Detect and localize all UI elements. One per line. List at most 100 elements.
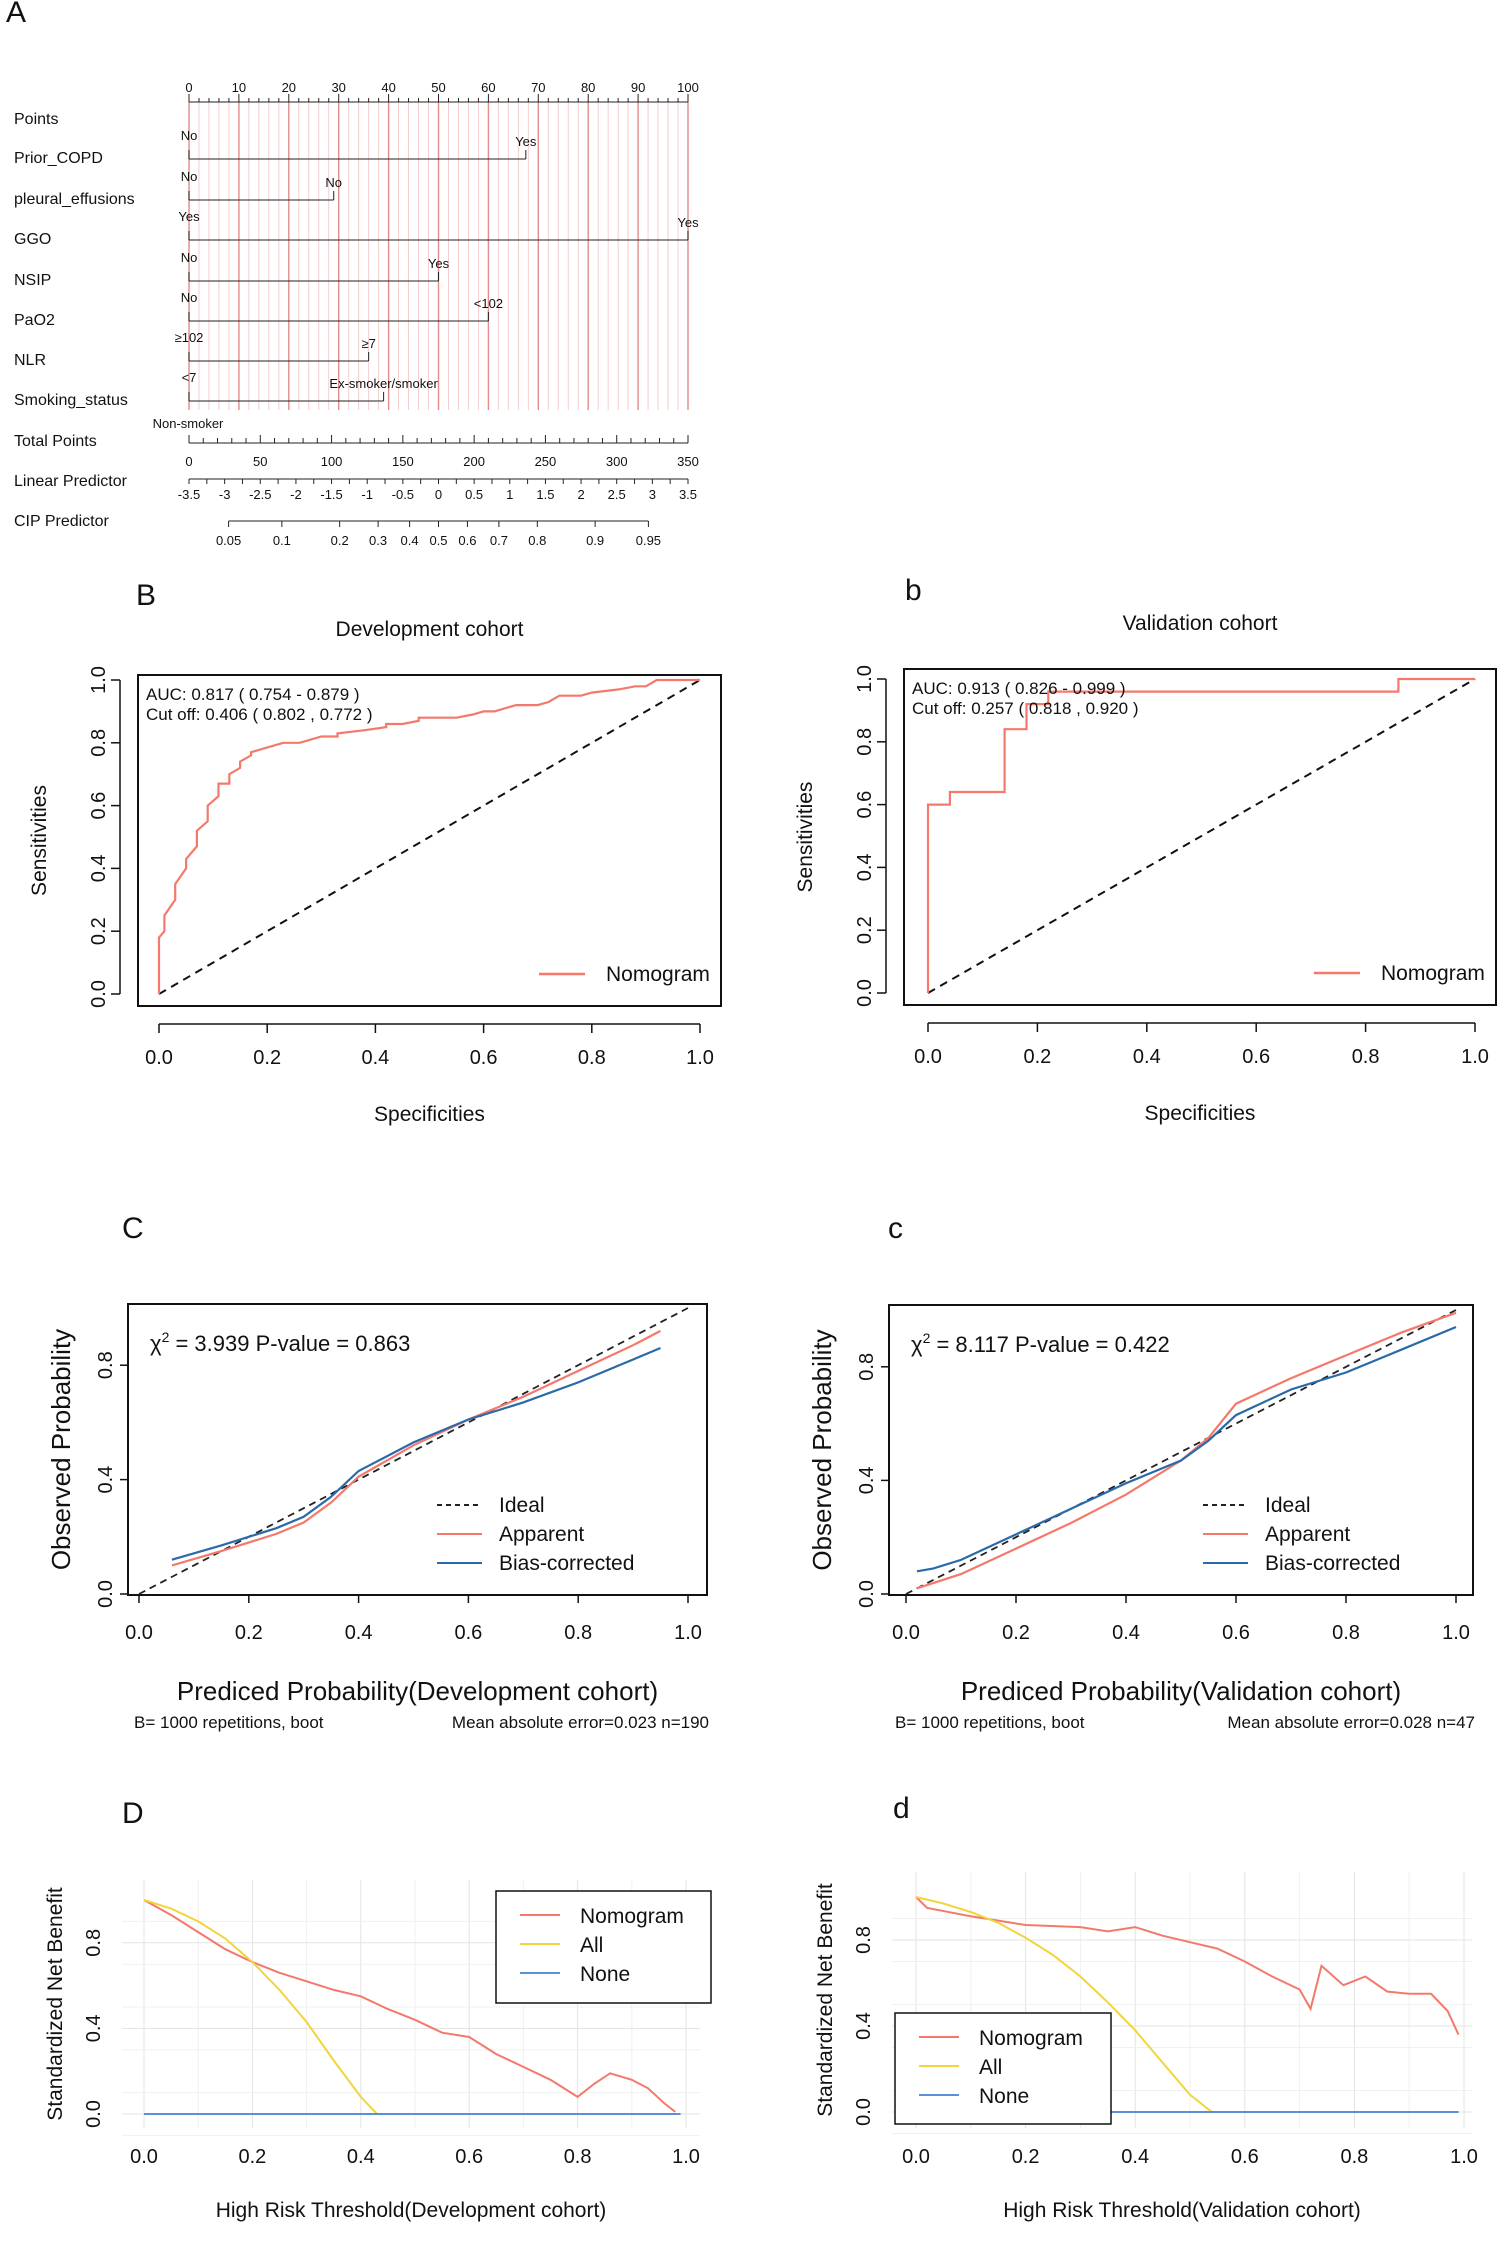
x-tick-label: 0.0 <box>914 1046 942 1068</box>
cip-tick-label: 0.6 <box>458 533 476 548</box>
legend-label-ideal: Ideal <box>499 1494 545 1517</box>
y-tick-label: 0.8 <box>95 1351 117 1379</box>
stat-text: χ2 = 8.117 P-value = 0.422 <box>911 1330 1170 1357</box>
roc-panel-B: Development cohort Specificities Sensitivi… <box>28 618 722 1126</box>
total-tick-label: 100 <box>321 454 343 469</box>
lp-tick-label: 1 <box>506 487 513 502</box>
roc-curve-nomogram <box>926 677 1475 993</box>
stat-rest: = 8.117 P-value = 0.422 <box>930 1332 1169 1357</box>
scale-label-nlr: NLR <box>14 352 46 369</box>
points-tick-label: 50 <box>431 80 445 95</box>
points-tick-label: 20 <box>282 80 296 95</box>
scale-label-cip-predictor: CIP Predictor <box>14 513 110 530</box>
legend-label-nomogram: Nomogram <box>1381 962 1485 985</box>
x-tick-label: 0.4 <box>361 1047 389 1069</box>
x-tick-label: 0.0 <box>145 1047 173 1069</box>
x-tick-label: 0.8 <box>1340 2146 1368 2168</box>
chart-title: Validation cohort <box>1123 612 1278 635</box>
total-tick-label: 250 <box>535 454 557 469</box>
x-tick-label: 0.4 <box>1112 1622 1140 1644</box>
y-tick-label: 0.6 <box>854 791 876 819</box>
y-tick-label: 0.4 <box>83 2014 105 2042</box>
x-tick-label: 1.0 <box>686 1047 714 1069</box>
y-tick-label: 0.8 <box>854 728 876 756</box>
x-tick-label: 0.0 <box>902 2146 930 2168</box>
x-axis-label: High Risk Threshold(Validation cohort) <box>1003 2199 1361 2222</box>
x-tick-label: 0.8 <box>564 2146 592 2168</box>
footer-repetitions: B= 1000 repetitions, boot <box>134 1713 324 1732</box>
y-tick-label: 0.8 <box>853 1926 875 1954</box>
cip-tick-label: 0.7 <box>490 533 508 548</box>
x-tick-label: 0.2 <box>253 1047 281 1069</box>
x-tick-label: 0.0 <box>892 1622 920 1644</box>
y-axis-label: Sensitivities <box>28 785 51 896</box>
legend-label-all: All <box>979 2056 1002 2079</box>
y-tick-label: 0.0 <box>88 980 110 1008</box>
x-tick-label: 0.4 <box>1121 2146 1149 2168</box>
y-tick-label: 0.4 <box>88 854 110 882</box>
level-label: Yes <box>428 256 450 271</box>
x-tick-label: 0.4 <box>347 2146 375 2168</box>
y-tick-label: 1.0 <box>88 666 110 694</box>
footer-mae: Mean absolute error=0.023 n=190 <box>452 1713 709 1732</box>
legend-label-all: All <box>580 1934 603 1957</box>
y-tick-label: 0.0 <box>95 1580 117 1608</box>
legend-box <box>894 2012 1112 2125</box>
dca-line-nomogram <box>915 1896 1460 2036</box>
stat-rest: = 3.939 P-value = 0.863 <box>169 1331 410 1356</box>
plot-frame <box>888 1304 1474 1596</box>
y-tick-label: 0.4 <box>853 2012 875 2040</box>
lp-tick-label: -2.5 <box>249 487 271 502</box>
x-axis-label: Specificities <box>1145 1102 1256 1125</box>
cip-tick-label: 0.8 <box>528 533 546 548</box>
lp-tick-label: 0.5 <box>465 487 483 502</box>
dca-line-nomogram <box>143 1899 676 2113</box>
lp-tick-label: -2 <box>290 487 302 502</box>
scale-label-total-points: Total Points <box>14 433 97 450</box>
x-tick-label: 0.8 <box>1352 1046 1380 1068</box>
x-tick-label: 0.2 <box>1012 2146 1040 2168</box>
legend-label-nomogram: Nomogram <box>580 1905 684 1928</box>
x-tick-label: 0.4 <box>1133 1046 1161 1068</box>
y-tick-label: 0.6 <box>88 792 110 820</box>
y-tick-label: 0.4 <box>854 853 876 881</box>
cip-tick-label: 0.2 <box>331 533 349 548</box>
y-axis-label: Observed Probability <box>46 1329 76 1570</box>
y-tick-label: 0.2 <box>854 916 876 944</box>
legend-label-apparent: Apparent <box>499 1523 584 1546</box>
points-tick-label: 30 <box>331 80 345 95</box>
panel-label-C: C <box>122 1212 144 1245</box>
total-tick-label: 350 <box>677 454 699 469</box>
x-tick-label: 0.2 <box>235 1622 263 1644</box>
legend-label-apparent: Apparent <box>1265 1523 1350 1546</box>
cip-tick-label: 0.1 <box>273 533 291 548</box>
x-axis-label: High Risk Threshold(Development cohort) <box>216 2199 607 2222</box>
total-tick-label: 50 <box>253 454 267 469</box>
scale-label-prior-copd: Prior_COPD <box>14 150 103 167</box>
legend-label-nomogram: Nomogram <box>979 2027 1083 2050</box>
y-tick-label: 0.4 <box>856 1466 878 1494</box>
x-tick-label: 0.8 <box>564 1622 592 1644</box>
x-tick-label: 0.8 <box>578 1047 606 1069</box>
lp-tick-label: -1.5 <box>320 487 342 502</box>
cip-tick-label: 0.3 <box>369 533 387 548</box>
y-tick-label: 0.2 <box>88 917 110 945</box>
auc-text: AUC: 0.913 ( 0.826 - 0.999 ) <box>912 679 1126 698</box>
panel-label-D: D <box>122 1797 144 1830</box>
scale-label-pleural-effusions: pleural_effusions <box>14 191 135 208</box>
level-label: Yes <box>178 209 200 224</box>
y-tick-label: 0.0 <box>83 2100 105 2128</box>
dca-line-all <box>143 1899 378 2115</box>
legend-label-bias-corrected: Bias-corrected <box>1265 1552 1400 1575</box>
points-tick-label: 100 <box>677 80 699 95</box>
y-tick-label: 0.0 <box>856 1580 878 1608</box>
level-label: ≥102 <box>175 330 204 345</box>
level-label: No <box>181 169 198 184</box>
y-tick-label: 0.0 <box>853 2098 875 2126</box>
footer-mae: Mean absolute error=0.028 n=47 <box>1227 1713 1475 1732</box>
y-axis-label: Standardized Net Benefit <box>814 1883 837 2117</box>
x-tick-label: 0.0 <box>125 1622 153 1644</box>
cutoff-text: Cut off: 0.406 ( 0.802 , 0.772 ) <box>146 705 373 724</box>
y-tick-label: 0.8 <box>88 729 110 757</box>
lp-tick-label: 2 <box>577 487 584 502</box>
